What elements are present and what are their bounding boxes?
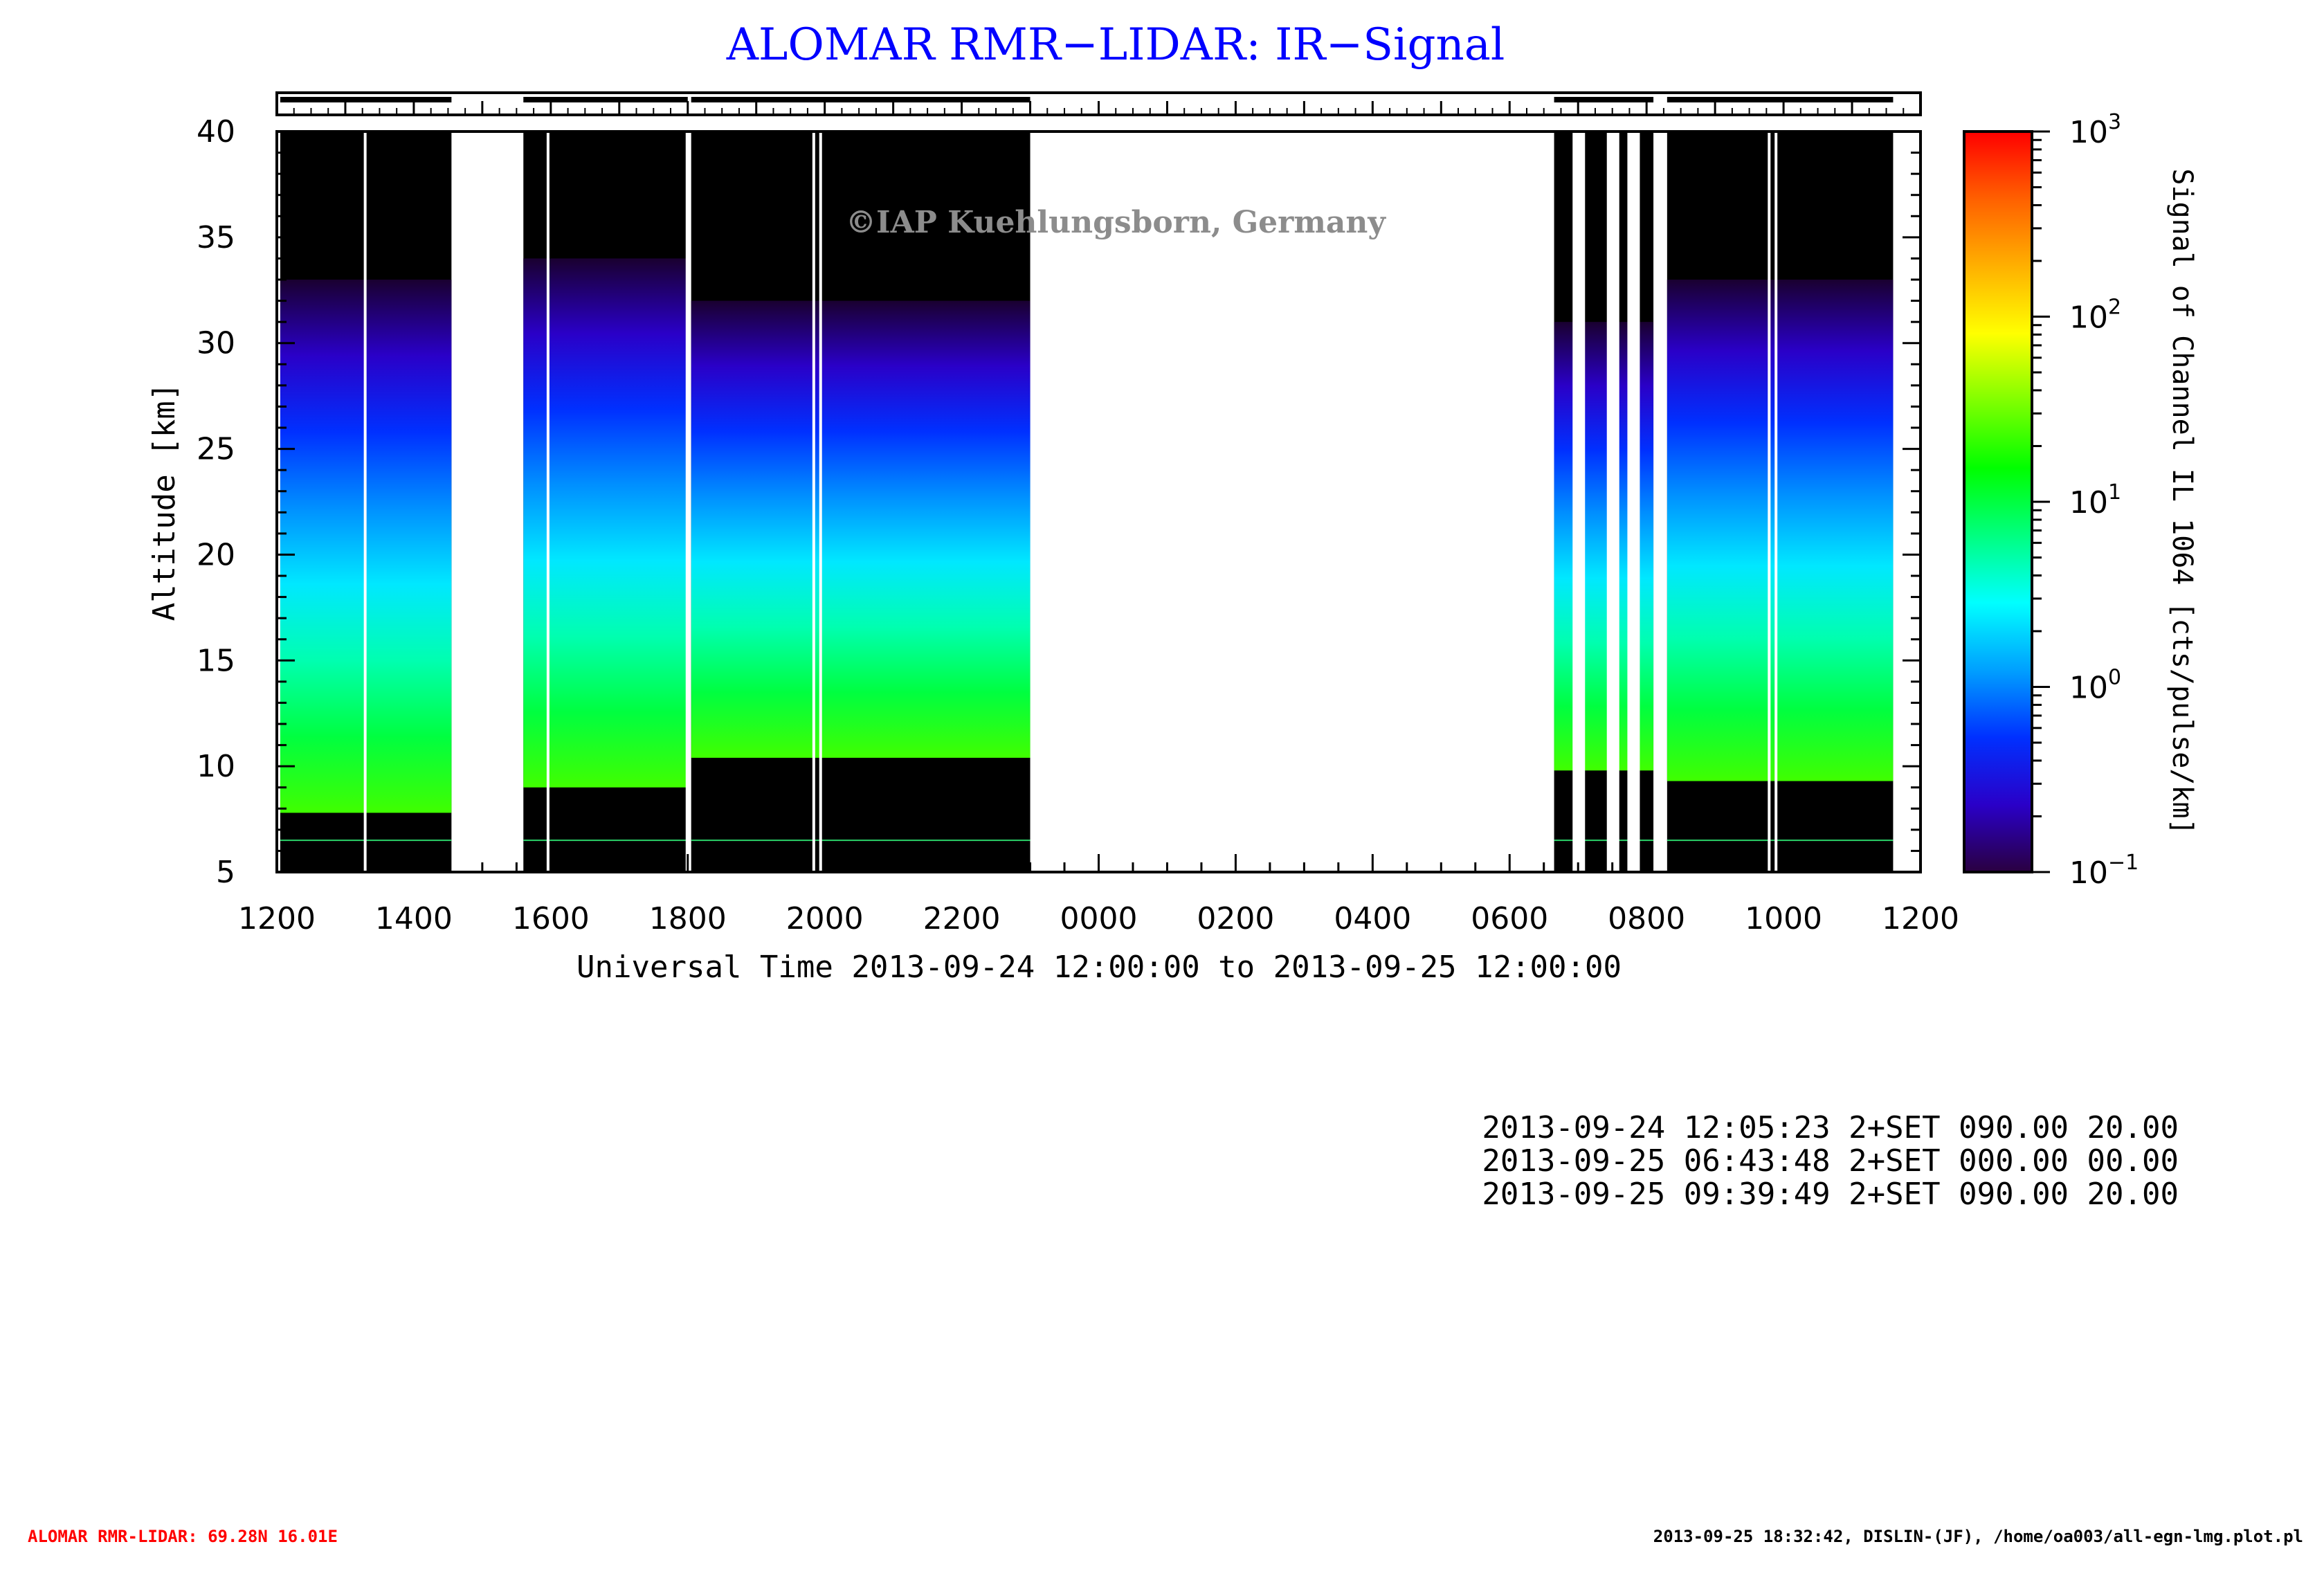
coverage-bar — [691, 97, 1031, 102]
data-gap — [363, 131, 367, 872]
coverage-strip — [275, 91, 1922, 116]
x-axis: 1200 1400 1600 1800 2000 2200 0000 0200 0400 0600… — [238, 854, 1959, 936]
x-tick-label: 1200 — [238, 901, 316, 936]
x-tick-label: 1400 — [375, 901, 453, 936]
coverage-bar — [1667, 97, 1894, 102]
run-log: 2013-09-24 12:05:23 2+SET 090.00 20.0020… — [1482, 1110, 2179, 1212]
y-tick-label: 40 — [197, 114, 235, 149]
measurement-segment — [523, 131, 688, 872]
segment-signal — [691, 300, 1031, 758]
x-tick-label: 1600 — [512, 901, 590, 936]
data-gap — [1572, 131, 1586, 872]
y-tick-label: 30 — [197, 326, 235, 361]
x-tick-label: 0000 — [1060, 901, 1138, 936]
colorbar-tick-label: 101 — [2069, 480, 2121, 520]
data-gap — [685, 131, 689, 872]
x-tick-label: 2000 — [786, 901, 864, 936]
y-tick-label: 35 — [197, 220, 235, 255]
measurement-segment — [691, 131, 1031, 872]
x-tick-label: 0800 — [1608, 901, 1685, 936]
run-log-entry: 2013-09-25 09:39:49 2+SET 090.00 20.00 — [1482, 1177, 2179, 1212]
measurement-segments — [280, 131, 1894, 872]
coverage-bar — [523, 97, 688, 102]
watermark: ©IAP Kuehlungsborn, Germany — [846, 205, 1386, 240]
x-tick-label: 1800 — [649, 901, 727, 936]
colorbar: 10−1 100 101 102 103 — [1963, 110, 2139, 891]
data-gap — [1545, 131, 1548, 872]
data-gaps — [363, 131, 1778, 872]
segment-signal — [523, 258, 688, 788]
colorbar-tick-label: 10−1 — [2069, 851, 2139, 891]
coverage-ticks — [275, 97, 1922, 115]
colorbar-tick-label: 100 — [2069, 666, 2121, 706]
chart-title: ALOMAR RMR−LIDAR: IR−Signal — [726, 19, 1505, 71]
y-tick-label: 25 — [197, 432, 235, 467]
run-log-entry: 2013-09-25 06:43:48 2+SET 000.00 00.00 — [1482, 1143, 2179, 1179]
colorbar-tick-label: 103 — [2069, 110, 2121, 150]
y-axis: 5 10 15 20 25 30 35 40 — [197, 114, 1921, 890]
data-gap — [1774, 131, 1778, 872]
x-tick-label: 0400 — [1334, 901, 1411, 936]
x-tick-label: 2200 — [923, 901, 1001, 936]
coverage-bar — [1554, 97, 1654, 102]
plot-area — [275, 130, 1922, 873]
segment-signal — [1667, 280, 1894, 781]
colorbar-label: Signal of Channel IL 1064 [cts/pulse/km] — [2166, 168, 2198, 835]
measurement-segment — [1667, 131, 1894, 872]
data-gap — [546, 131, 550, 872]
footer-station: ALOMAR RMR-LIDAR: 69.28N 16.01E — [28, 1527, 338, 1546]
y-tick-label: 5 — [216, 855, 235, 890]
data-gap — [1768, 131, 1771, 872]
x-tick-label: 0200 — [1197, 901, 1274, 936]
y-tick-label: 10 — [197, 749, 235, 784]
colorbar-tick-label: 102 — [2069, 296, 2121, 336]
x-tick-label: 0600 — [1471, 901, 1548, 936]
data-gap — [819, 131, 822, 872]
colorbar-ticks: 10−1 100 101 102 103 — [2032, 110, 2139, 891]
y-axis-label: Altitude [km] — [147, 383, 182, 621]
x-axis-label: Universal Time 2013-09-24 12:00:00 to 20… — [577, 950, 1622, 985]
coverage-bar — [280, 97, 452, 102]
y-tick-label: 15 — [197, 643, 235, 678]
y-tick-label: 20 — [197, 537, 235, 572]
data-gap — [1627, 131, 1640, 872]
colorbar-fill — [1963, 130, 2033, 873]
data-gap — [1606, 131, 1619, 872]
data-gap — [812, 131, 815, 872]
x-tick-label: 1000 — [1745, 901, 1822, 936]
footer-info: 2013-09-25 18:32:42, DISLIN-(JF), /home/… — [1653, 1527, 2303, 1546]
x-tick-label: 1200 — [1882, 901, 1959, 936]
run-log-entry: 2013-09-24 12:05:23 2+SET 090.00 20.00 — [1482, 1110, 2179, 1145]
